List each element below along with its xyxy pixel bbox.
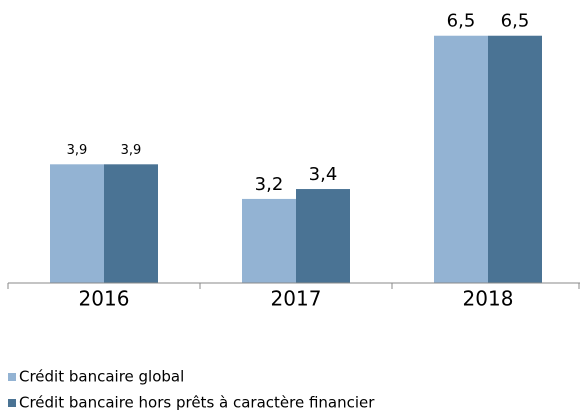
data-label: 3,2 [255,174,284,195]
data-label: 3,4 [309,164,338,185]
bar [434,35,488,284]
x-tick-label: 2018 [463,287,514,311]
x-tick-label: 2016 [79,287,130,311]
bar [104,164,158,283]
legend-swatch [8,399,16,407]
bar [50,164,104,283]
bar [488,35,542,284]
data-label: 3,9 [67,143,88,158]
x-tick-label: 2017 [271,287,322,311]
legend-label: Crédit bancaire global [19,368,184,386]
data-label: 3,9 [121,143,142,158]
bar [242,198,296,283]
legend-swatch [8,373,16,381]
legend-label: Crédit bancaire hors prêts à caractère f… [19,394,375,410]
bar [296,189,350,283]
data-label: 6,5 [501,11,530,32]
data-label: 6,5 [447,11,476,32]
